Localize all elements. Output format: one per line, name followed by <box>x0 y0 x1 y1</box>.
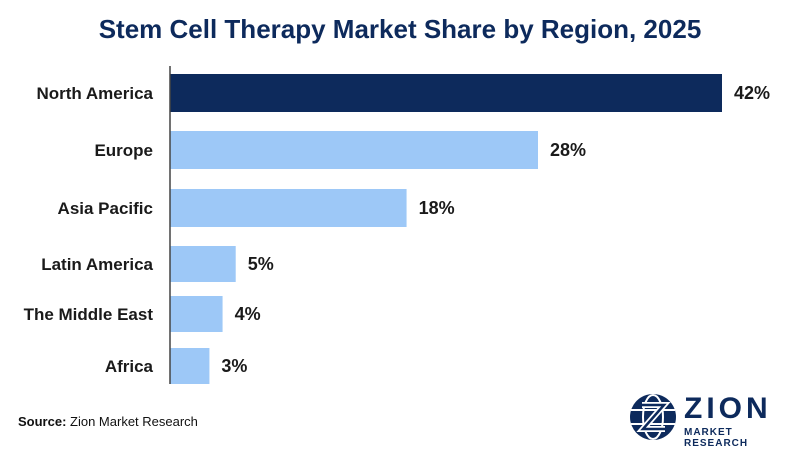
zion-logo: ZION MARKET RESEARCH <box>628 392 788 449</box>
bar-the-middle-east <box>170 296 223 332</box>
value-label-europe: 28% <box>550 140 586 160</box>
logo-wordmark: ZION <box>684 392 772 425</box>
value-label-africa: 3% <box>221 356 247 376</box>
source-label: Source: <box>18 414 67 429</box>
category-label-the-middle-east: The Middle East <box>24 305 154 324</box>
category-label-latin-america: Latin America <box>41 255 153 274</box>
category-label-europe: Europe <box>94 141 153 160</box>
globe-z-icon <box>630 394 676 440</box>
source-text: Zion Market Research <box>70 414 198 429</box>
chart-title: Stem Cell Therapy Market Share by Region… <box>98 14 702 44</box>
logo-tagline: MARKET RESEARCH <box>684 427 749 449</box>
bar-north-america <box>170 74 722 112</box>
value-label-asia-pacific: 18% <box>419 198 455 218</box>
category-label-africa: Africa <box>105 357 154 376</box>
value-label-north-america: 42% <box>734 83 770 103</box>
value-label-latin-america: 5% <box>248 254 274 274</box>
bar-europe <box>170 131 538 169</box>
value-label-the-middle-east: 4% <box>235 304 261 324</box>
category-label-asia-pacific: Asia Pacific <box>58 199 153 218</box>
bar-latin-america <box>170 246 236 282</box>
bar-africa <box>170 348 210 384</box>
source-note: Source: Zion Market Research <box>18 414 198 429</box>
bar-asia-pacific <box>170 189 407 227</box>
category-label-north-america: North America <box>36 84 153 103</box>
